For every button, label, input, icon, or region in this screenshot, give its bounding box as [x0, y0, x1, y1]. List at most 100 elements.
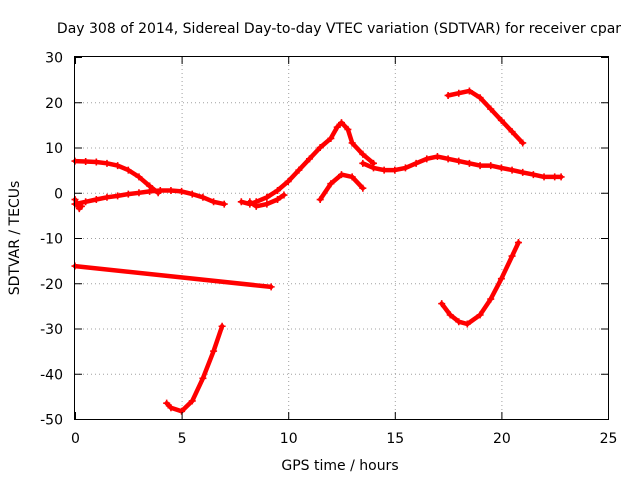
- data-point: [146, 187, 154, 195]
- data-point: [252, 202, 260, 210]
- data-series: [71, 87, 565, 415]
- data-point: [519, 168, 527, 176]
- data-point: [551, 173, 559, 181]
- series-line: [239, 120, 376, 207]
- data-point: [519, 139, 527, 147]
- data-point: [316, 196, 324, 204]
- data-point: [114, 192, 122, 200]
- data-point: [433, 153, 441, 161]
- series-arc-4: [163, 322, 226, 415]
- data-point: [497, 275, 505, 283]
- grid: [75, 57, 608, 419]
- data-point: [274, 196, 282, 204]
- data-point: [508, 166, 516, 174]
- series-arc-10: [438, 239, 522, 328]
- data-point: [77, 202, 85, 210]
- data-point: [263, 193, 271, 201]
- x-tick-labels: 0 5 10 15 20 25: [71, 431, 617, 447]
- data-point: [338, 171, 345, 179]
- data-point: [124, 190, 132, 198]
- data-point: [82, 198, 90, 206]
- data-point: [455, 157, 463, 165]
- data-point: [210, 198, 218, 206]
- data-point: [199, 193, 207, 201]
- series-arc-8: [359, 153, 565, 181]
- x-tick-label: 10: [280, 431, 298, 447]
- data-point: [280, 191, 288, 199]
- data-point: [333, 123, 341, 131]
- data-point: [508, 128, 516, 136]
- y-tick-label: 20: [45, 96, 63, 112]
- data-point: [465, 87, 473, 95]
- data-point: [391, 166, 399, 174]
- data-point: [497, 164, 505, 172]
- series-arc-9: [444, 87, 527, 147]
- data-point: [188, 397, 196, 405]
- data-point: [476, 311, 484, 319]
- data-point: [412, 159, 420, 167]
- data-point: [444, 155, 452, 163]
- data-point: [220, 200, 228, 208]
- x-tick-label: 5: [178, 431, 187, 447]
- x-tick-label: 20: [493, 431, 511, 447]
- x-tick-label: 25: [600, 431, 618, 447]
- data-point: [529, 171, 537, 179]
- data-point: [103, 193, 111, 201]
- data-point: [267, 283, 275, 291]
- data-point: [82, 158, 90, 166]
- data-point: [167, 186, 175, 194]
- series-line: [164, 323, 225, 414]
- data-point: [359, 159, 367, 167]
- plot-frame: [74, 56, 609, 420]
- data-point: [423, 155, 431, 163]
- data-point: [463, 320, 471, 328]
- data-point: [476, 162, 484, 170]
- y-tick-label: -40: [40, 367, 63, 383]
- data-point: [263, 200, 271, 208]
- series-points: [71, 262, 275, 291]
- y-tick-label: -50: [40, 413, 63, 429]
- y-tick-labels: -50 -40 -30 -20 -10 0 10 20 30: [40, 51, 63, 429]
- y-tick-label: 0: [54, 186, 63, 202]
- data-point: [455, 89, 463, 97]
- x-axis-label: GPS time / hours: [281, 458, 398, 474]
- data-point: [199, 374, 207, 382]
- data-point: [359, 184, 367, 192]
- data-point: [487, 162, 495, 170]
- data-point: [114, 162, 122, 170]
- data-point: [344, 125, 352, 133]
- data-point: [446, 311, 454, 319]
- data-point: [359, 150, 367, 158]
- data-point: [237, 198, 245, 206]
- data-point: [557, 173, 565, 181]
- data-point: [156, 186, 164, 194]
- data-point: [497, 116, 505, 124]
- data-point: [438, 300, 446, 308]
- data-point: [487, 295, 495, 303]
- series-arc-7: [316, 171, 367, 204]
- series-arc-6: [246, 191, 288, 210]
- series-line: [445, 88, 525, 146]
- y-tick-label: -30: [40, 322, 63, 338]
- series-arc-2: [71, 186, 228, 208]
- data-point: [124, 166, 132, 174]
- y-tick-label: -20: [40, 277, 63, 293]
- data-point: [218, 322, 226, 330]
- data-point: [401, 164, 409, 172]
- series-arc-5: [237, 119, 377, 208]
- data-point: [178, 187, 186, 195]
- data-point: [327, 180, 335, 188]
- axis-ticks: [75, 57, 609, 420]
- data-point: [338, 119, 345, 127]
- data-point: [380, 166, 388, 174]
- data-point: [465, 159, 473, 167]
- x-tick-label: 15: [386, 431, 404, 447]
- data-point: [540, 173, 548, 181]
- data-point: [348, 139, 356, 147]
- y-axis-label: SDTVAR / TECUs: [7, 181, 23, 296]
- data-point: [514, 239, 522, 247]
- x-tick-label: 0: [71, 431, 80, 447]
- data-point: [103, 159, 111, 167]
- data-point: [476, 94, 484, 102]
